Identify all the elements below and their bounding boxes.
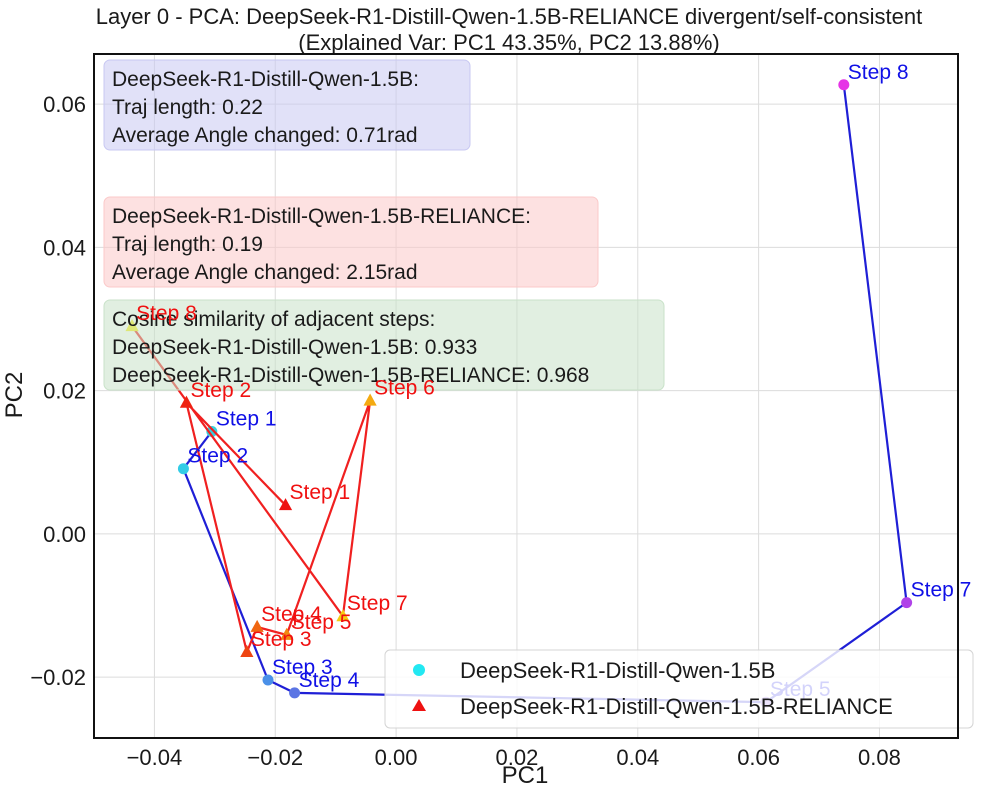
step-label: Step 7 bbox=[911, 579, 972, 602]
y-tick-label: 0.02 bbox=[43, 379, 86, 404]
x-tick-label: −0.04 bbox=[127, 745, 183, 770]
x-tick-label: 0.02 bbox=[496, 745, 539, 770]
step-label: Step 8 bbox=[136, 302, 197, 325]
step-label: Step 4 bbox=[299, 669, 360, 692]
step-label: Step 1 bbox=[290, 481, 351, 504]
info-boxes: DeepSeek-R1-Distill-Qwen-1.5B: Traj lengt… bbox=[103, 59, 665, 391]
x-axis-label: PC1 bbox=[502, 762, 549, 789]
y-tick-label: 0.00 bbox=[43, 522, 86, 547]
info-box-2 bbox=[103, 196, 599, 288]
data-point-marker bbox=[336, 609, 350, 622]
info-box-line: Cosine similarity of adjacent steps: bbox=[112, 308, 435, 331]
step-label: Step 2 bbox=[187, 445, 248, 468]
data-point-marker bbox=[177, 463, 189, 475]
info-box-1 bbox=[103, 59, 471, 151]
info-box-line: Traj length: 0.19 bbox=[112, 233, 263, 256]
data-point-marker bbox=[363, 393, 377, 406]
data-point-marker bbox=[901, 597, 913, 609]
chart-title-line-1: Layer 0 - PCA: DeepSeek-R1-Distill-Qwen-… bbox=[96, 4, 923, 29]
step-label: Step 3 bbox=[251, 628, 312, 651]
step-label: Step 3 bbox=[272, 656, 333, 679]
data-point-marker bbox=[262, 674, 274, 686]
data-point-marker bbox=[206, 425, 218, 437]
info-box-line: Traj length: 0.22 bbox=[112, 96, 263, 119]
info-box-line: DeepSeek-R1-Distill-Qwen-1.5B-RELIANCE: bbox=[112, 205, 531, 228]
data-point-marker bbox=[179, 395, 194, 408]
info-box-line: Average Angle changed: 0.71rad bbox=[112, 124, 418, 147]
data-point-marker bbox=[280, 627, 294, 640]
y-axis-label: PC2 bbox=[1, 372, 28, 419]
step-label: Step 7 bbox=[347, 592, 408, 615]
ticks: −0.04 −0.02 0.00 0.02 0.04 0.06 0.08 −0.02 0.00 0… bbox=[30, 92, 901, 770]
legend-entry-label: DeepSeek-R1-Distill-Qwen-1.5B-RELIANCE bbox=[460, 694, 893, 719]
legend-triangle-icon bbox=[412, 699, 426, 711]
info-box-line: DeepSeek-R1-Distill-Qwen-1.5B: bbox=[112, 68, 419, 91]
info-box-line: DeepSeek-R1-Distill-Qwen-1.5B-RELIANCE: … bbox=[112, 364, 589, 387]
info-box-line: DeepSeek-R1-Distill-Qwen-1.5B: 0.933 bbox=[112, 336, 477, 359]
y-tick-label: 0.06 bbox=[43, 92, 86, 117]
x-tick-label: 0.08 bbox=[858, 745, 901, 770]
x-tick-label: 0.06 bbox=[737, 745, 780, 770]
data-point-marker bbox=[250, 619, 264, 632]
x-tick-label: 0.04 bbox=[616, 745, 659, 770]
step-label: Step 4 bbox=[261, 603, 322, 626]
legend-box bbox=[384, 649, 974, 729]
info-box-3 bbox=[103, 299, 665, 391]
legend: DeepSeek-R1-Distill-Qwen-1.5B DeepSeek-R1… bbox=[384, 649, 974, 729]
step-label: Step 6 bbox=[374, 377, 435, 400]
info-box-line: Average Angle changed: 2.15rad bbox=[112, 261, 418, 284]
data-point-marker bbox=[278, 498, 293, 511]
data-point-marker bbox=[289, 687, 301, 699]
x-tick-label: 0.00 bbox=[375, 745, 418, 770]
y-tick-label: 0.04 bbox=[43, 235, 86, 260]
data-point-marker bbox=[240, 644, 254, 658]
x-tick-label: −0.02 bbox=[247, 745, 303, 770]
legend-circle-icon bbox=[413, 664, 425, 676]
plot-frame bbox=[93, 53, 959, 739]
series-line-2 bbox=[131, 325, 372, 654]
data-point-marker bbox=[838, 79, 850, 91]
step-label: Step 2 bbox=[190, 379, 251, 402]
step-label: Step 5 bbox=[291, 611, 352, 634]
step-label: Step 8 bbox=[848, 61, 909, 84]
chart-title-line-2: (Explained Var: PC1 43.35%, PC2 13.88%) bbox=[298, 30, 720, 55]
series bbox=[125, 79, 913, 708]
y-tick-label: −0.02 bbox=[30, 665, 86, 690]
legend-entry-label: DeepSeek-R1-Distill-Qwen-1.5B bbox=[460, 658, 775, 683]
step-label: Step 1 bbox=[216, 407, 277, 430]
